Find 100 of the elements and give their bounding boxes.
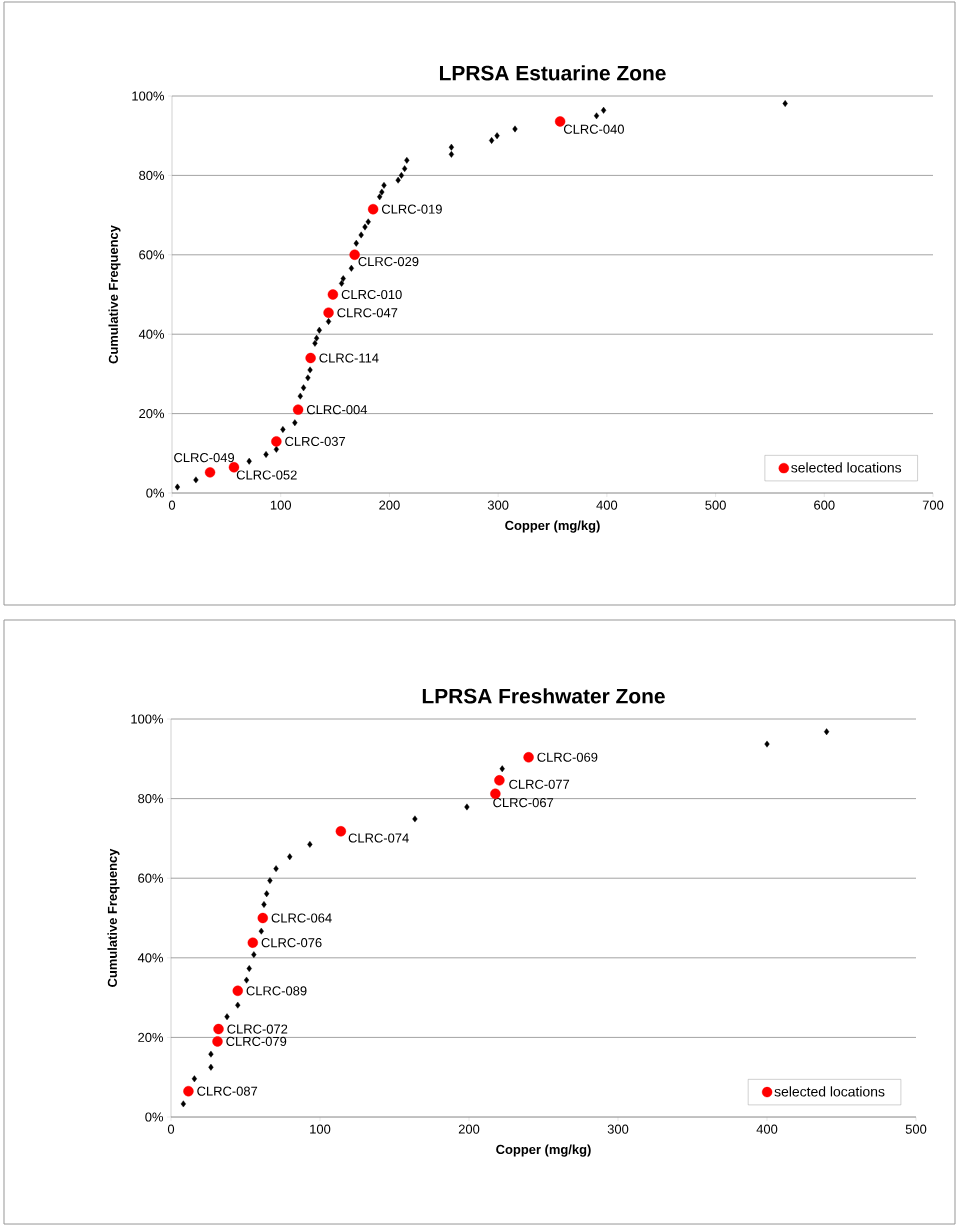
annotation: CLRC-067	[493, 798, 554, 808]
point	[174, 483, 181, 491]
x-tick-label: 0	[167, 1124, 175, 1134]
chart-title: LPRSA Estuarine Zone	[439, 65, 666, 81]
point	[297, 392, 303, 400]
point	[280, 426, 286, 433]
x-tick-label: 300	[607, 1124, 629, 1134]
point	[316, 326, 322, 334]
point	[494, 775, 505, 786]
point	[362, 223, 368, 231]
point	[261, 901, 267, 908]
point	[448, 143, 454, 151]
point	[232, 985, 243, 997]
point	[593, 112, 600, 120]
y-tick-label: 60%	[139, 250, 165, 260]
point	[204, 467, 216, 478]
point	[305, 352, 316, 364]
point	[448, 150, 454, 158]
annotation: CLRC-069	[537, 752, 598, 762]
legend-label: selected locations	[774, 1086, 885, 1097]
point	[312, 339, 318, 347]
y-tick-label: 0%	[146, 488, 165, 498]
y-tick-label: 40%	[137, 953, 164, 963]
y-tick-label: 80%	[139, 170, 165, 180]
point	[464, 803, 470, 811]
point	[246, 965, 252, 972]
point	[183, 1085, 194, 1097]
annotation: CLRC-087	[197, 1086, 258, 1096]
point	[402, 165, 408, 173]
point	[263, 451, 269, 458]
x-tick-label: 100	[310, 1124, 331, 1134]
point	[307, 366, 313, 374]
x-tick-label: 500	[905, 1124, 927, 1134]
point	[191, 1075, 197, 1083]
legend-label: selected locations	[791, 462, 902, 473]
point	[193, 476, 199, 484]
y-axis-title: Cumulative Frequency	[108, 225, 121, 364]
x-tick-label: 700	[922, 500, 944, 510]
point	[327, 289, 339, 300]
point	[314, 334, 320, 342]
point	[494, 132, 500, 140]
point	[247, 937, 258, 948]
annotation: CLRC-052	[236, 470, 297, 480]
y-tick-label: 40%	[138, 329, 165, 339]
x-tick-label: 200	[379, 500, 400, 510]
point	[365, 218, 371, 226]
point	[395, 176, 401, 184]
annotation: CLRC-114	[319, 353, 379, 363]
point	[246, 457, 252, 465]
point	[353, 239, 359, 247]
annotation: CLRC-019	[381, 204, 442, 214]
y-tick-label: 80%	[138, 794, 164, 804]
point	[212, 1036, 223, 1047]
point	[257, 912, 268, 924]
point	[300, 384, 307, 392]
point	[377, 193, 383, 201]
point	[213, 1023, 224, 1035]
annotation: CLRC-010	[341, 289, 402, 300]
x-tick-label: 600	[814, 500, 835, 510]
x-tick-label: 0	[168, 500, 176, 510]
annotation: CLRC-064	[271, 913, 332, 923]
point	[180, 1100, 186, 1108]
x-tick-label: 100	[270, 500, 292, 510]
y-tick-label: 20%	[138, 1032, 164, 1042]
point	[224, 1013, 230, 1021]
point	[292, 419, 298, 427]
point	[273, 865, 279, 873]
point	[412, 815, 418, 823]
annotation: CLRC-037	[285, 436, 346, 446]
point	[243, 976, 250, 984]
x-axis-title: Copper (mg/kg)	[505, 520, 600, 533]
annotation: CLRC-040	[563, 124, 624, 134]
y-tick-label: 20%	[139, 409, 165, 419]
x-tick-label: 500	[705, 500, 726, 510]
point	[381, 181, 387, 189]
point	[404, 156, 410, 164]
point	[305, 374, 311, 382]
point	[325, 318, 332, 325]
point	[512, 125, 518, 133]
y-axis-title: Cumulative Frequency	[107, 848, 120, 987]
point	[499, 765, 505, 773]
y-tick-label: 100%	[132, 91, 165, 101]
y-tick-label: 60%	[138, 873, 164, 883]
x-tick-label: 400	[756, 1124, 778, 1134]
point	[601, 106, 607, 114]
point	[323, 307, 334, 318]
chart-title: LPRSA Freshwater Zone	[422, 688, 665, 704]
point	[349, 249, 360, 260]
point	[292, 404, 304, 415]
point	[264, 890, 270, 898]
annotation: CLRC-077	[509, 779, 570, 789]
point	[348, 264, 354, 272]
annotation: CLRC-079	[226, 1036, 287, 1046]
point	[358, 231, 364, 239]
point	[287, 853, 293, 861]
point	[523, 752, 534, 763]
x-tick-label: 400	[596, 500, 618, 510]
point	[379, 188, 385, 196]
point	[554, 116, 566, 127]
point	[340, 275, 346, 283]
